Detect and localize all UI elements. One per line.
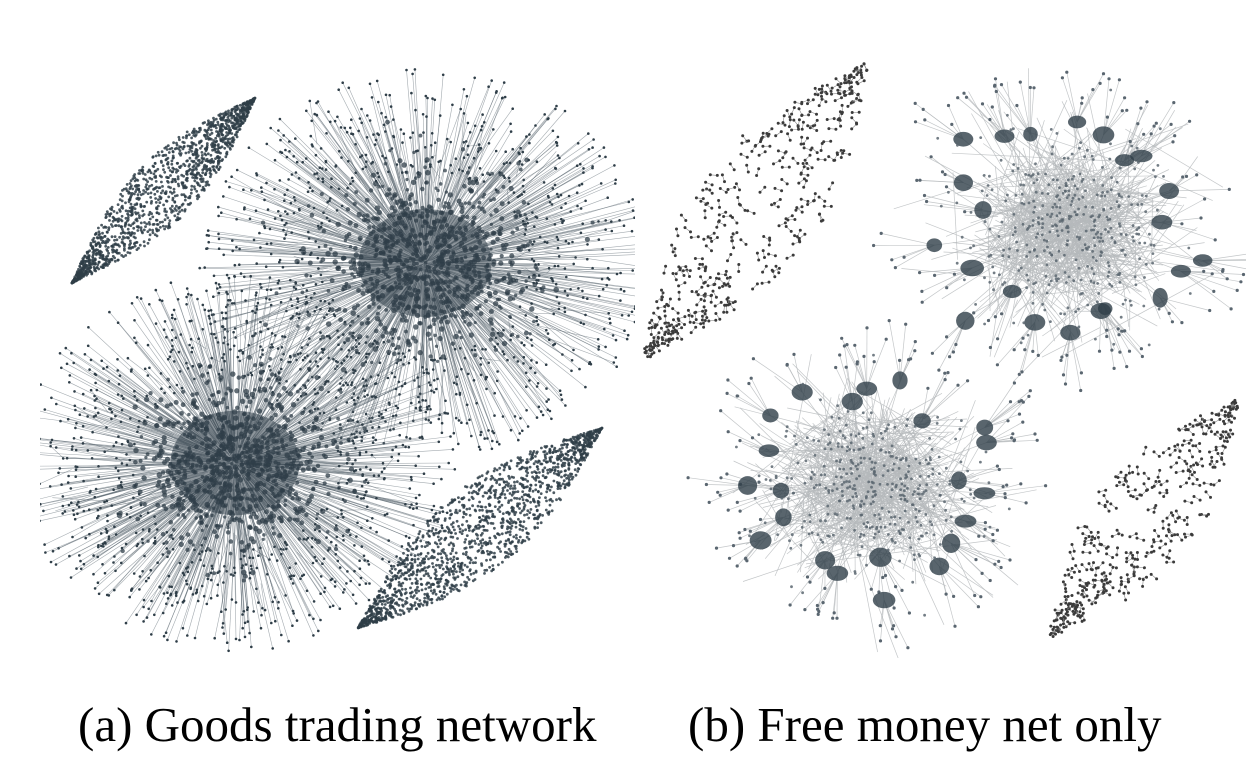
network-graph-a: [40, 68, 635, 653]
cluster-fan-bottom: [686, 319, 1048, 658]
cluster-pairs-bottom-right: [1048, 398, 1239, 638]
cluster-fan-top: [872, 68, 1246, 393]
caption-b: (b) Free money net only: [688, 697, 1162, 752]
panel-b-free-money-net: [641, 58, 1246, 658]
cluster-leaf-top-left: [70, 96, 257, 285]
network-graph-b: [643, 62, 1246, 658]
panel-a-goods-trading-network: [40, 58, 635, 658]
caption-a: (a) Goods trading network: [78, 697, 597, 752]
cluster-pairs-top-left: [643, 62, 869, 359]
cluster-hairball-bottom: [40, 273, 457, 653]
cluster-leaf-bottom-right: [356, 426, 604, 630]
cluster-hairball-top: [198, 68, 635, 451]
